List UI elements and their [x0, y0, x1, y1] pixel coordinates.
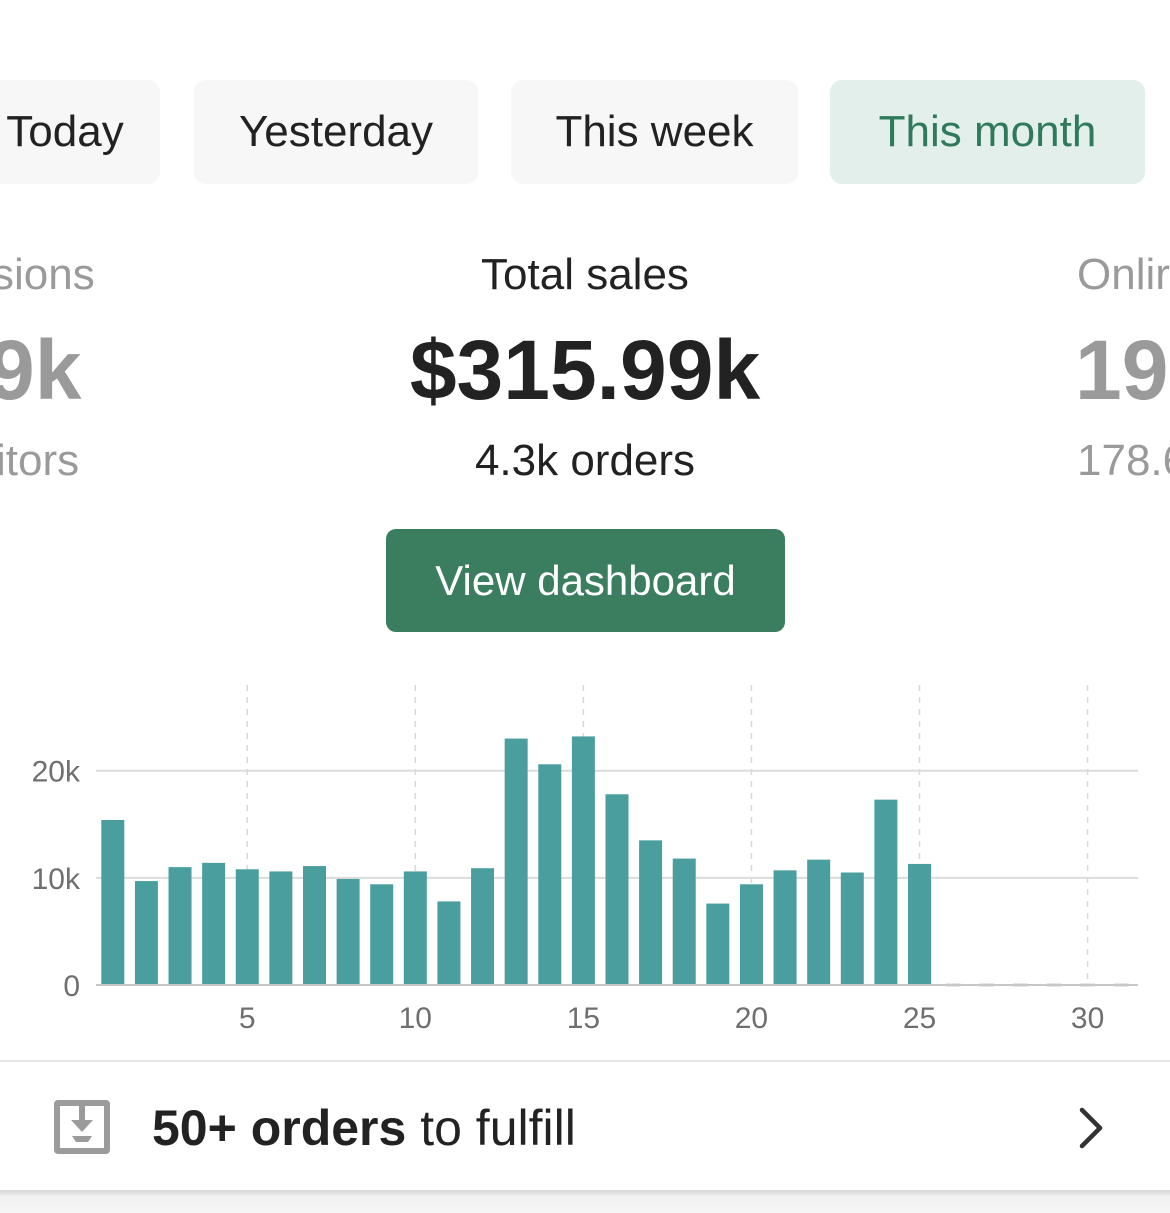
chart-bar [134, 881, 158, 985]
chart-bar [370, 884, 394, 985]
tab-label: Today [6, 107, 124, 156]
chart-bar [571, 736, 595, 985]
y-tick-label: 10k [32, 863, 81, 896]
orders-count: 50+ orders [152, 1100, 407, 1156]
chart-bar [168, 867, 192, 985]
tab-label: This month [878, 107, 1097, 156]
chart-bar [269, 871, 293, 985]
chart-bar [874, 799, 898, 985]
chart-bar [437, 901, 461, 985]
view-dashboard-button[interactable]: View dashboard [386, 529, 785, 632]
metric-total-sales-label: Total sales [481, 250, 689, 299]
chart-bar [639, 840, 663, 985]
chart-bar [773, 870, 797, 985]
tab-yesterday[interactable]: Yesterday [194, 80, 478, 184]
inbox-download-icon [54, 1100, 110, 1154]
chart-bar [336, 878, 360, 985]
y-tick-label: 20k [32, 756, 81, 789]
tab-this-month[interactable]: This month [830, 80, 1145, 184]
metric-online-label: Onlir [1077, 250, 1170, 299]
divider [0, 1060, 1170, 1062]
chart-bar [235, 869, 259, 985]
chart-bar [101, 820, 125, 985]
orders-to-fulfill-suffix: to fulfill [406, 1100, 576, 1156]
metric-total-sales-value: $315.99k [409, 323, 761, 417]
chart-bar [840, 872, 864, 985]
chart-bar [908, 863, 932, 985]
metric-online-value: 19 [1075, 323, 1169, 417]
tab-label: Yesterday [238, 107, 434, 156]
chart-bar [302, 866, 326, 985]
x-tick-label: 10 [399, 1002, 432, 1035]
tab-label: This week [555, 107, 754, 156]
x-tick-label: 30 [1071, 1002, 1104, 1035]
chart-bar [471, 868, 495, 985]
chart-bar [538, 764, 562, 985]
tab-today[interactable]: Today [0, 80, 160, 184]
chevron-right-icon[interactable] [1074, 1106, 1106, 1150]
bottom-edge-shadow [0, 1190, 1170, 1213]
chart-bar [672, 858, 696, 985]
chart-bar [504, 738, 528, 985]
metric-sessions-value: 9k [0, 323, 82, 417]
metric-total-sales-sub: 4.3k orders [474, 436, 696, 485]
sales-bar-chart: 0 10k 20k 5 10 15 20 25 30 [32, 685, 1138, 1035]
chart-bar [202, 862, 226, 985]
y-tick-label: 0 [63, 970, 80, 1003]
chart-bar [403, 871, 427, 985]
chart-bar [706, 903, 730, 985]
x-tick-label: 20 [735, 1002, 768, 1035]
orders-to-fulfill-text: 50+ orders to fulfill [152, 1098, 576, 1158]
x-tick-label: 5 [239, 1002, 256, 1035]
metric-online-sub: 178.6 [1077, 436, 1170, 485]
chart-bar [807, 859, 831, 985]
chart-bar [605, 794, 629, 985]
metric-sessions-label: sions [0, 250, 95, 299]
chart-bar [739, 884, 763, 985]
tab-this-week[interactable]: This week [511, 80, 798, 184]
x-tick-label: 25 [903, 1002, 936, 1035]
x-tick-label: 15 [567, 1002, 600, 1035]
metric-sessions-sub: itors [0, 436, 80, 485]
